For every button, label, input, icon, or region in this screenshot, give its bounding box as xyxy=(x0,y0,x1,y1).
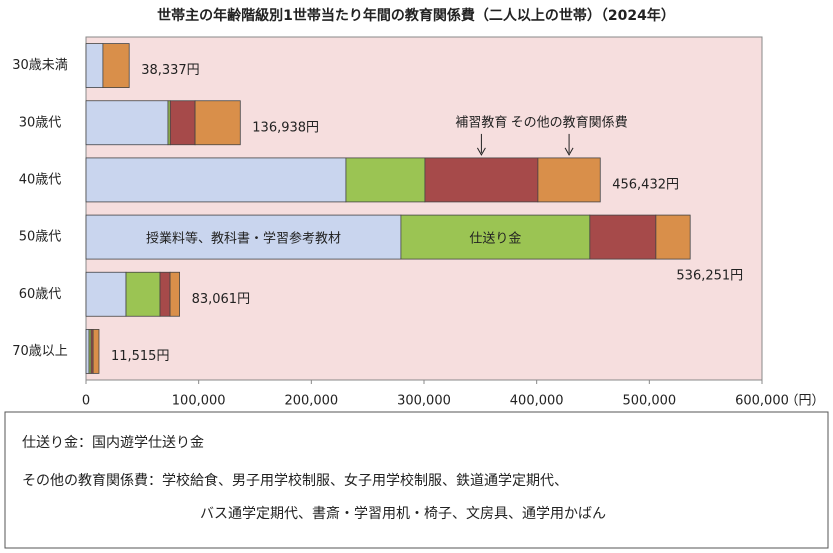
y-tick-label: 40歳代 xyxy=(19,172,62,187)
y-tick-label: 30歳代 xyxy=(19,115,62,130)
plot-area xyxy=(85,36,763,381)
bar-segment xyxy=(159,271,171,317)
total-label: 83,061円 xyxy=(192,292,251,307)
bar-segment xyxy=(169,271,180,317)
bar-segment xyxy=(85,329,90,374)
bar-segment xyxy=(400,214,591,260)
x-tick-label: 300,000 xyxy=(397,394,451,409)
bar-segment xyxy=(85,43,104,88)
note: バス通学定期代、書斎・学習用机・椅子、文房具、通学用かばん xyxy=(200,505,606,522)
bar-segment xyxy=(85,214,402,260)
bar-segment xyxy=(169,100,196,146)
total-label: 456,432円 xyxy=(612,177,679,192)
bar-segment xyxy=(345,157,426,203)
x-tick-label: 400,000 xyxy=(510,394,564,409)
y-tick-label: 70歳以上 xyxy=(12,344,68,359)
x-tick-label: 100,000 xyxy=(172,394,226,409)
series-label: 授業料等、教科書・学習参考教材 xyxy=(146,231,341,247)
bar-segment xyxy=(424,157,539,203)
bar-segment xyxy=(85,100,169,146)
x-tick-label: 200,000 xyxy=(284,394,338,409)
note: その他の教育関係費：学校給食、男子用学校制服、女子用学校制服、鉄道通学定期代、 xyxy=(22,472,568,489)
total-label: 11,515円 xyxy=(111,349,170,364)
y-tick-label: 60歳代 xyxy=(19,287,62,302)
x-axis-label: （円） xyxy=(785,394,824,409)
bar-segment xyxy=(655,214,691,260)
bar-segment xyxy=(537,157,601,203)
y-tick-label: 30歳未満 xyxy=(12,58,68,73)
total-label: 136,938円 xyxy=(252,120,319,135)
arrow-head xyxy=(564,147,574,156)
chart-title: 世帯主の年齢階級別1世帯当たり年間の教育関係費（二人以上の世帯）（2024年） xyxy=(157,7,675,24)
arrow-head xyxy=(476,147,486,156)
total-label: 38,337円 xyxy=(141,63,200,78)
series-label: 補習教育 xyxy=(455,114,507,130)
y-tick-label: 50歳代 xyxy=(19,230,62,245)
bar-segment xyxy=(589,214,657,260)
x-tick-label: 0 xyxy=(82,394,90,409)
series-label: 仕送り金 xyxy=(469,231,521,247)
x-tick-label: 500,000 xyxy=(622,394,676,409)
bar-segment xyxy=(85,271,127,317)
bar-segment xyxy=(194,100,241,146)
series-label: その他の教育関係費 xyxy=(511,114,628,130)
total-label: 536,251円 xyxy=(676,269,743,284)
bar-segment xyxy=(125,271,161,317)
x-tick-label: 600,000 xyxy=(735,394,789,409)
bar-segment xyxy=(85,157,347,203)
note: 仕送り金：国内遊学仕送り金 xyxy=(22,435,204,451)
bar-segment xyxy=(92,329,100,374)
bar-segment xyxy=(102,43,130,88)
note-box xyxy=(4,411,829,549)
